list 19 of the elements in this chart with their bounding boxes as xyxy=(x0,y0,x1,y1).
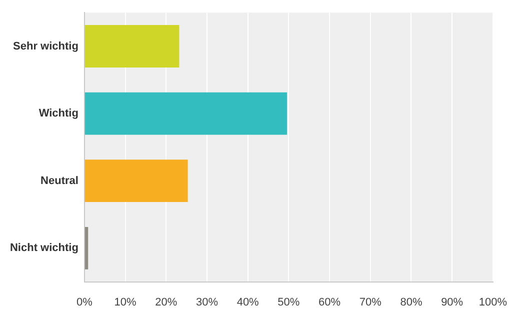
x-tick-label: 10% xyxy=(114,296,137,308)
y-tick-label: Sehr wichtig xyxy=(13,40,78,52)
x-tick-label: 20% xyxy=(155,296,178,308)
x-tick-label: 0% xyxy=(76,296,93,308)
x-tick-label: 40% xyxy=(236,296,260,308)
bar xyxy=(84,160,188,202)
x-tick-label: 100% xyxy=(478,296,508,308)
bar xyxy=(84,226,88,270)
x-tick-label: 90% xyxy=(441,296,464,308)
x-tick-label: 80% xyxy=(400,296,422,308)
x-tick-label: 70% xyxy=(359,296,382,308)
y-tick-label: Neutral xyxy=(40,174,78,187)
x-tick-label: 50% xyxy=(278,296,300,308)
y-tick-label: Nicht wichtig xyxy=(10,242,78,254)
bar xyxy=(84,92,288,135)
bar xyxy=(84,25,180,68)
x-tick-label: 30% xyxy=(196,296,218,308)
y-tick-label: Wichtig xyxy=(38,108,78,120)
x-tick-label: 60% xyxy=(318,296,341,308)
